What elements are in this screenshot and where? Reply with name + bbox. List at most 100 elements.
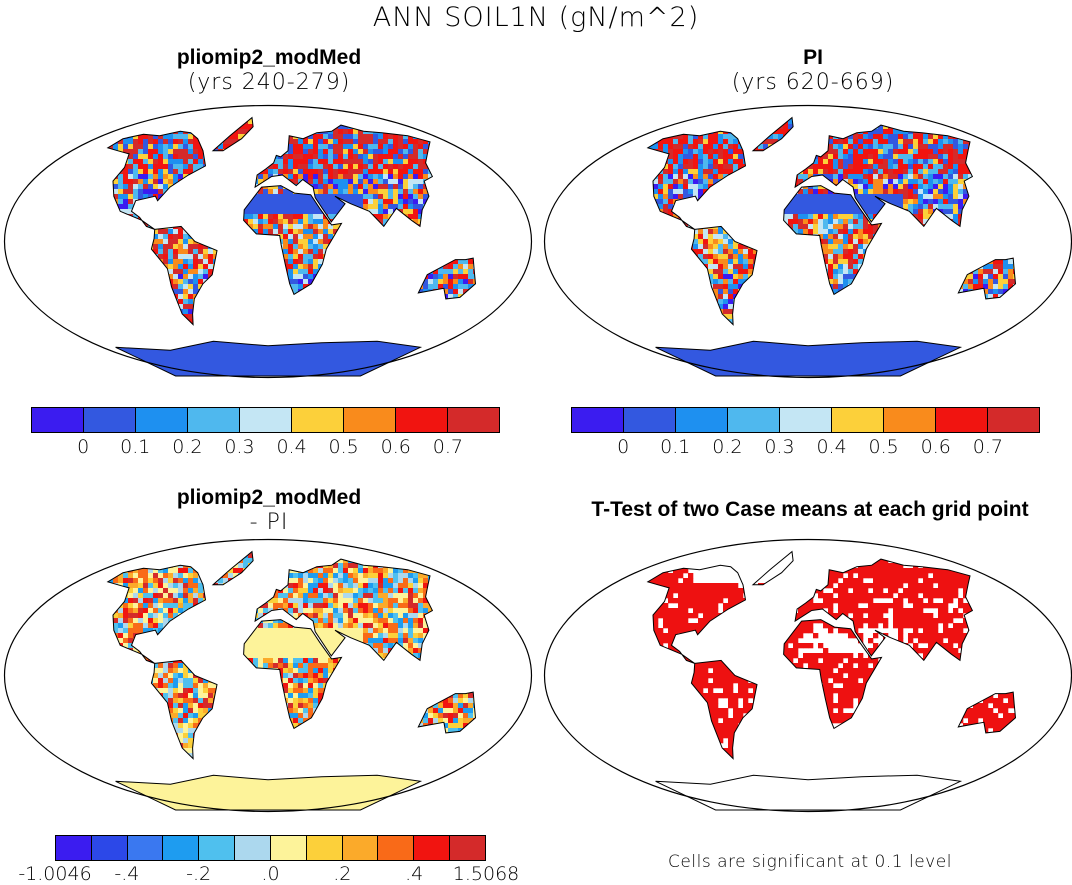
map-border — [3, 538, 533, 813]
robinson-map — [543, 104, 1072, 379]
colorbar-tick-label: .0 — [261, 863, 279, 885]
colorbar-tick-label: 0.1 — [120, 436, 150, 458]
colorbar-tick-label: 0.2 — [712, 436, 742, 458]
panel-title: pliomip2_modMed — [96, 46, 442, 70]
colorbar-swatch — [414, 836, 451, 860]
colorbar-swatch — [448, 408, 499, 432]
colorbar-swatch — [624, 408, 676, 432]
colorbar-swatch — [884, 408, 936, 432]
coastline-an — [655, 340, 963, 377]
panel-title: T-Test of two Case means at each grid po… — [548, 498, 1072, 522]
coastline-gr — [211, 116, 254, 152]
colorbar-swatch — [396, 408, 448, 432]
colorbar-swatch — [127, 836, 164, 860]
panel-title-difference: pliomip2_modMed - PI — [96, 486, 442, 536]
colorbar-tick-label: 0.6 — [381, 436, 411, 458]
colorbar-case — [31, 407, 500, 433]
colorbar-labels-difference: -1.0046 -.4 -.2 .0 .2 .4 1.5068 — [18, 863, 519, 885]
panel-subtitle: - PI — [96, 510, 442, 536]
colorbar-tick-label: 0.3 — [224, 436, 254, 458]
colorbar-swatch — [199, 836, 236, 860]
coastline-af — [243, 185, 343, 296]
map-control — [543, 104, 1072, 379]
colorbar-swatch — [780, 408, 832, 432]
colorbar-tick-label: -.4 — [114, 863, 139, 885]
colorbar-swatch — [450, 836, 485, 860]
coastline-na — [646, 130, 747, 230]
map-border — [543, 538, 1072, 813]
map-ttest — [543, 538, 1072, 813]
coastline-gr — [751, 116, 794, 152]
colorbar-tick-label: 0 — [617, 436, 629, 458]
coastline-gr — [211, 550, 254, 586]
coastline-sa — [690, 225, 758, 326]
figure-title: ANN SOIL1N (gN/m^2) — [0, 2, 1072, 33]
panel-title-control: PI (yrs 620-669) — [640, 46, 986, 96]
coastline-au — [417, 691, 477, 734]
coastline-sa — [150, 225, 218, 326]
map-case — [3, 104, 533, 379]
coastline-sa — [690, 659, 758, 760]
colorbar-tick-label: 0.6 — [921, 436, 951, 458]
colorbar-tick-label: 0.2 — [172, 436, 202, 458]
colorbar-tick-label: -1.0046 — [18, 863, 91, 885]
colorbar-swatch — [306, 836, 343, 860]
coastline-an — [655, 774, 963, 811]
colorbar-swatch — [378, 836, 415, 860]
colorbar-swatch — [676, 408, 728, 432]
colorbar-tick-label: -.2 — [186, 863, 211, 885]
colorbar-tick-label: .2 — [333, 863, 351, 885]
panel-subtitle: (yrs 620-669) — [640, 70, 986, 96]
colorbar-swatch — [936, 408, 988, 432]
panel-subtitle: (yrs 240-279) — [96, 70, 442, 96]
robinson-map — [543, 538, 1072, 813]
coastline-eu — [254, 558, 434, 662]
coastline-an — [115, 340, 423, 377]
map-border — [543, 104, 1072, 379]
coastline-au — [417, 257, 477, 300]
colorbar-tick-label: 0.7 — [433, 436, 463, 458]
colorbar-swatch — [832, 408, 884, 432]
colorbar-swatch — [270, 836, 307, 860]
colorbar-swatch — [136, 408, 188, 432]
colorbar-tick-label: 0 — [77, 436, 89, 458]
coastline-af — [783, 185, 883, 296]
colorbar-swatch — [32, 408, 84, 432]
colorbar-tick-label: .4 — [405, 863, 423, 885]
coastline-eu — [254, 124, 434, 228]
colorbar-swatch — [91, 836, 128, 860]
colorbar-swatch — [342, 836, 379, 860]
colorbar-swatch — [728, 408, 780, 432]
colorbar-swatch — [163, 836, 200, 860]
colorbar-swatch — [56, 836, 92, 860]
coastline-gr — [751, 550, 794, 586]
robinson-map — [3, 538, 533, 813]
colorbar-swatch — [572, 408, 624, 432]
coastline-af — [243, 619, 343, 730]
robinson-map — [3, 104, 533, 379]
coastline-na — [106, 564, 207, 664]
coastline-eu — [794, 124, 974, 228]
colorbar-swatch — [84, 408, 136, 432]
panel-title: pliomip2_modMed — [96, 486, 442, 510]
coastline-au — [957, 691, 1017, 734]
gridded-field — [647, 551, 1016, 769]
map-border — [3, 104, 533, 379]
colorbar-swatch — [344, 408, 396, 432]
colorbar-tick-label: 0.1 — [660, 436, 690, 458]
significance-note: Cells are significant at 0.1 level — [548, 852, 1072, 872]
coastline-eu — [794, 558, 974, 662]
colorbar-difference — [55, 835, 486, 861]
colorbar-labels-case: 0 0.1 0.2 0.3 0.4 0.5 0.6 0.7 — [31, 436, 500, 460]
colorbar-swatch — [988, 408, 1039, 432]
colorbar-swatch — [235, 836, 271, 860]
colorbar-swatch — [292, 408, 344, 432]
panel-title: PI — [640, 46, 986, 70]
panel-title-case: pliomip2_modMed (yrs 240-279) — [96, 46, 442, 96]
colorbar-tick-label: 0.4 — [276, 436, 306, 458]
colorbar-tick-label: 0.7 — [973, 436, 1003, 458]
colorbar-tick-label: 1.5068 — [453, 863, 519, 885]
coastline-an — [115, 774, 423, 811]
colorbar-tick-label: 0.5 — [869, 436, 899, 458]
colorbar-tick-label: 0.5 — [329, 436, 359, 458]
